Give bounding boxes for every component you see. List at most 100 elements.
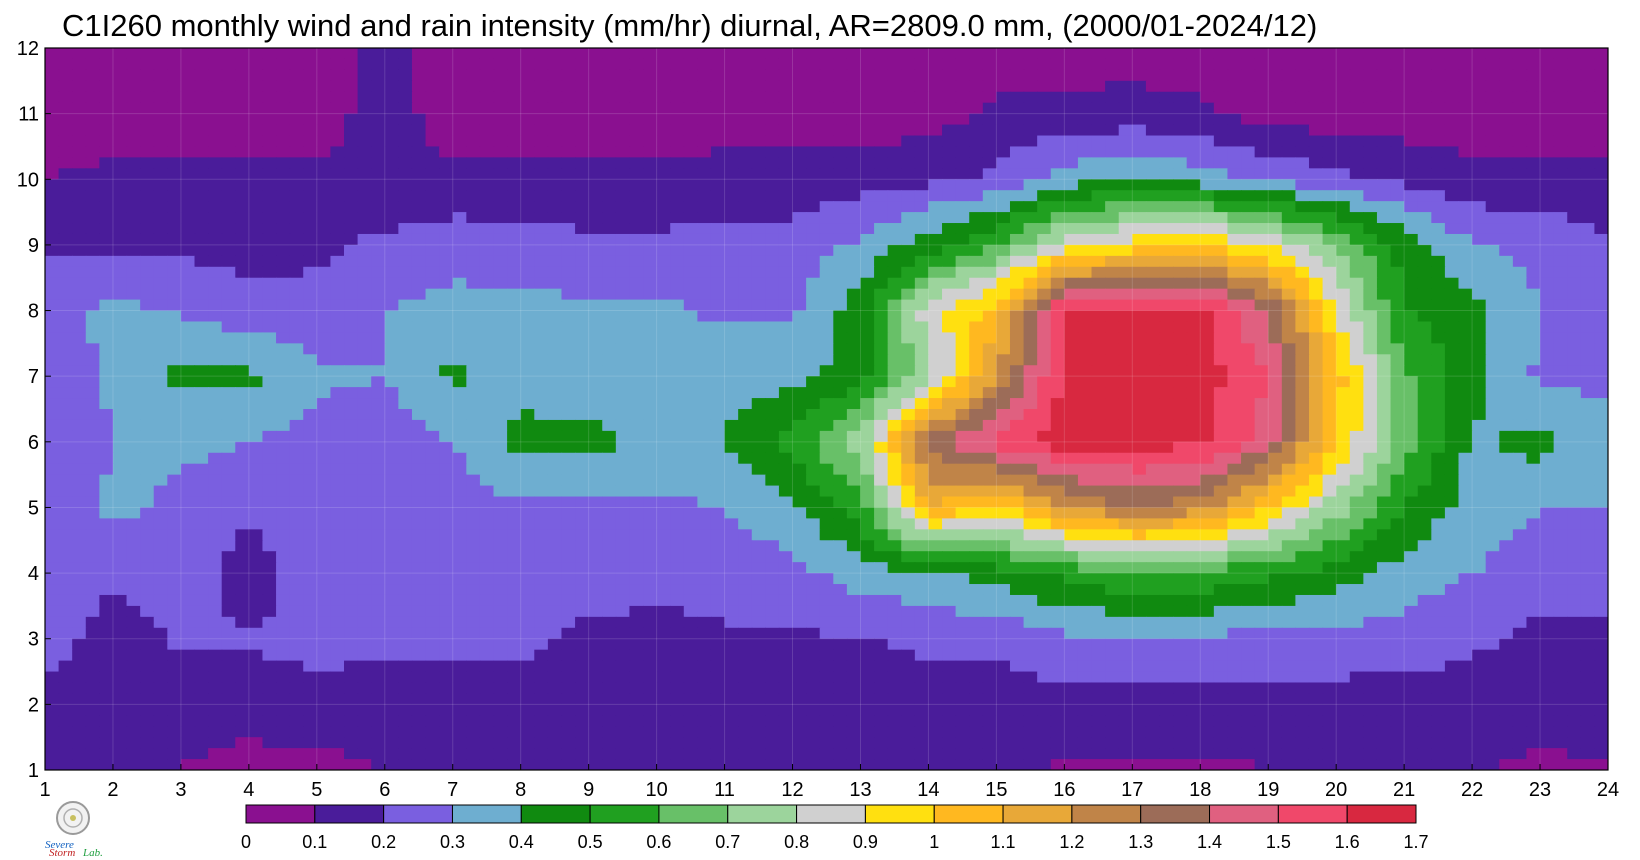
heatmap-cell <box>1213 277 1229 290</box>
heatmap-cell <box>1023 332 1038 344</box>
heatmap-cell <box>602 124 617 137</box>
heatmap-cell <box>1499 212 1514 224</box>
heatmap-cell <box>1472 157 1487 169</box>
heatmap-cell <box>547 321 563 334</box>
heatmap-cell <box>819 507 834 519</box>
heatmap-cell <box>194 452 209 465</box>
heatmap-cell <box>738 223 753 235</box>
heatmap-cell <box>384 310 399 323</box>
heatmap-cell <box>1540 179 1555 191</box>
heatmap-cell <box>887 48 902 60</box>
heatmap-cell <box>697 419 712 432</box>
heatmap-cell <box>371 419 386 432</box>
heatmap-cell <box>1009 452 1025 465</box>
heatmap-cell <box>99 354 114 366</box>
heatmap-cell <box>99 69 114 82</box>
heatmap-cell <box>316 58 332 71</box>
heatmap-cell <box>615 179 631 191</box>
heatmap-cell <box>85 507 100 519</box>
heatmap-cell <box>520 343 535 355</box>
heatmap-cell <box>235 124 250 137</box>
heatmap-cell <box>208 343 223 355</box>
heatmap-cell <box>1037 474 1052 487</box>
heatmap-cell <box>1499 277 1514 290</box>
heatmap-cell <box>969 463 984 476</box>
heatmap-cell <box>140 387 155 399</box>
heatmap-cell <box>1159 321 1174 334</box>
heatmap-cell <box>996 387 1011 399</box>
heatmap-cell <box>303 343 318 355</box>
heatmap-cell <box>1567 179 1582 191</box>
heatmap-cell <box>384 146 399 158</box>
heatmap-cell <box>1567 354 1582 366</box>
heatmap-cell <box>452 58 467 71</box>
heatmap-cell <box>126 277 141 290</box>
heatmap-cell <box>602 244 617 257</box>
heatmap-cell <box>357 80 372 93</box>
heatmap-cell <box>1009 365 1025 377</box>
heatmap-cell <box>371 201 386 213</box>
heatmap-cell <box>1091 124 1106 137</box>
heatmap-cell <box>1512 485 1528 498</box>
heatmap-cell <box>1227 354 1242 366</box>
heatmap-cell <box>221 223 236 235</box>
heatmap-cell <box>1431 223 1446 235</box>
heatmap-cell <box>316 299 332 312</box>
heatmap-cell <box>765 48 780 60</box>
heatmap-cell <box>248 69 264 82</box>
heatmap-cell <box>1186 190 1201 202</box>
heatmap-cell <box>1376 201 1392 213</box>
heatmap-cell <box>72 135 87 148</box>
heatmap-cell <box>1580 223 1596 235</box>
heatmap-cell <box>371 409 386 421</box>
heatmap-cell <box>955 91 970 104</box>
heatmap-cell <box>452 48 467 60</box>
heatmap-cell <box>928 299 943 312</box>
heatmap-cell <box>751 102 766 115</box>
heatmap-cell <box>1173 463 1188 476</box>
heatmap-cell <box>1363 398 1378 410</box>
heatmap-cell <box>833 321 848 334</box>
heatmap-cell <box>289 299 304 312</box>
heatmap-cell <box>1336 233 1351 246</box>
heatmap-cell <box>751 474 766 487</box>
heatmap-cell <box>697 277 712 290</box>
heatmap-cell <box>507 332 522 344</box>
heatmap-cell <box>112 507 128 519</box>
heatmap-cell <box>1444 58 1460 71</box>
heatmap-cell <box>1254 452 1269 465</box>
heatmap-cell <box>85 102 100 115</box>
heatmap-cell <box>1241 69 1256 82</box>
heatmap-cell <box>1159 157 1174 169</box>
heatmap-cell <box>1186 113 1201 126</box>
heatmap-cell <box>1064 277 1079 290</box>
heatmap-cell <box>1594 398 1608 410</box>
heatmap-cell <box>1363 255 1378 268</box>
heatmap-cell <box>180 244 196 257</box>
heatmap-cell <box>384 474 399 487</box>
heatmap-cell <box>1363 354 1378 366</box>
heatmap-cell <box>1336 277 1351 290</box>
heatmap-cell <box>1281 179 1296 191</box>
heatmap-cell <box>1472 48 1487 60</box>
heatmap-cell <box>180 430 196 443</box>
heatmap-cell <box>1431 266 1446 279</box>
heatmap-cell <box>1254 463 1269 476</box>
heatmap-cell <box>262 190 277 202</box>
heatmap-cell <box>1268 474 1283 487</box>
heatmap-cell <box>398 255 413 268</box>
heatmap-cell <box>778 201 794 213</box>
heatmap-cell <box>303 496 318 509</box>
heatmap-cell <box>344 321 359 334</box>
heatmap-cell <box>1322 365 1337 377</box>
heatmap-cell <box>330 157 345 169</box>
heatmap-cell <box>493 168 508 180</box>
heatmap-cell <box>1540 299 1555 312</box>
heatmap-cell <box>738 398 753 410</box>
heatmap-cell <box>874 365 889 377</box>
heatmap-cell <box>507 321 522 334</box>
heatmap-cell <box>643 485 658 498</box>
heatmap-cell <box>928 310 943 323</box>
heatmap-cell <box>942 321 957 334</box>
heatmap-cell <box>235 146 250 158</box>
